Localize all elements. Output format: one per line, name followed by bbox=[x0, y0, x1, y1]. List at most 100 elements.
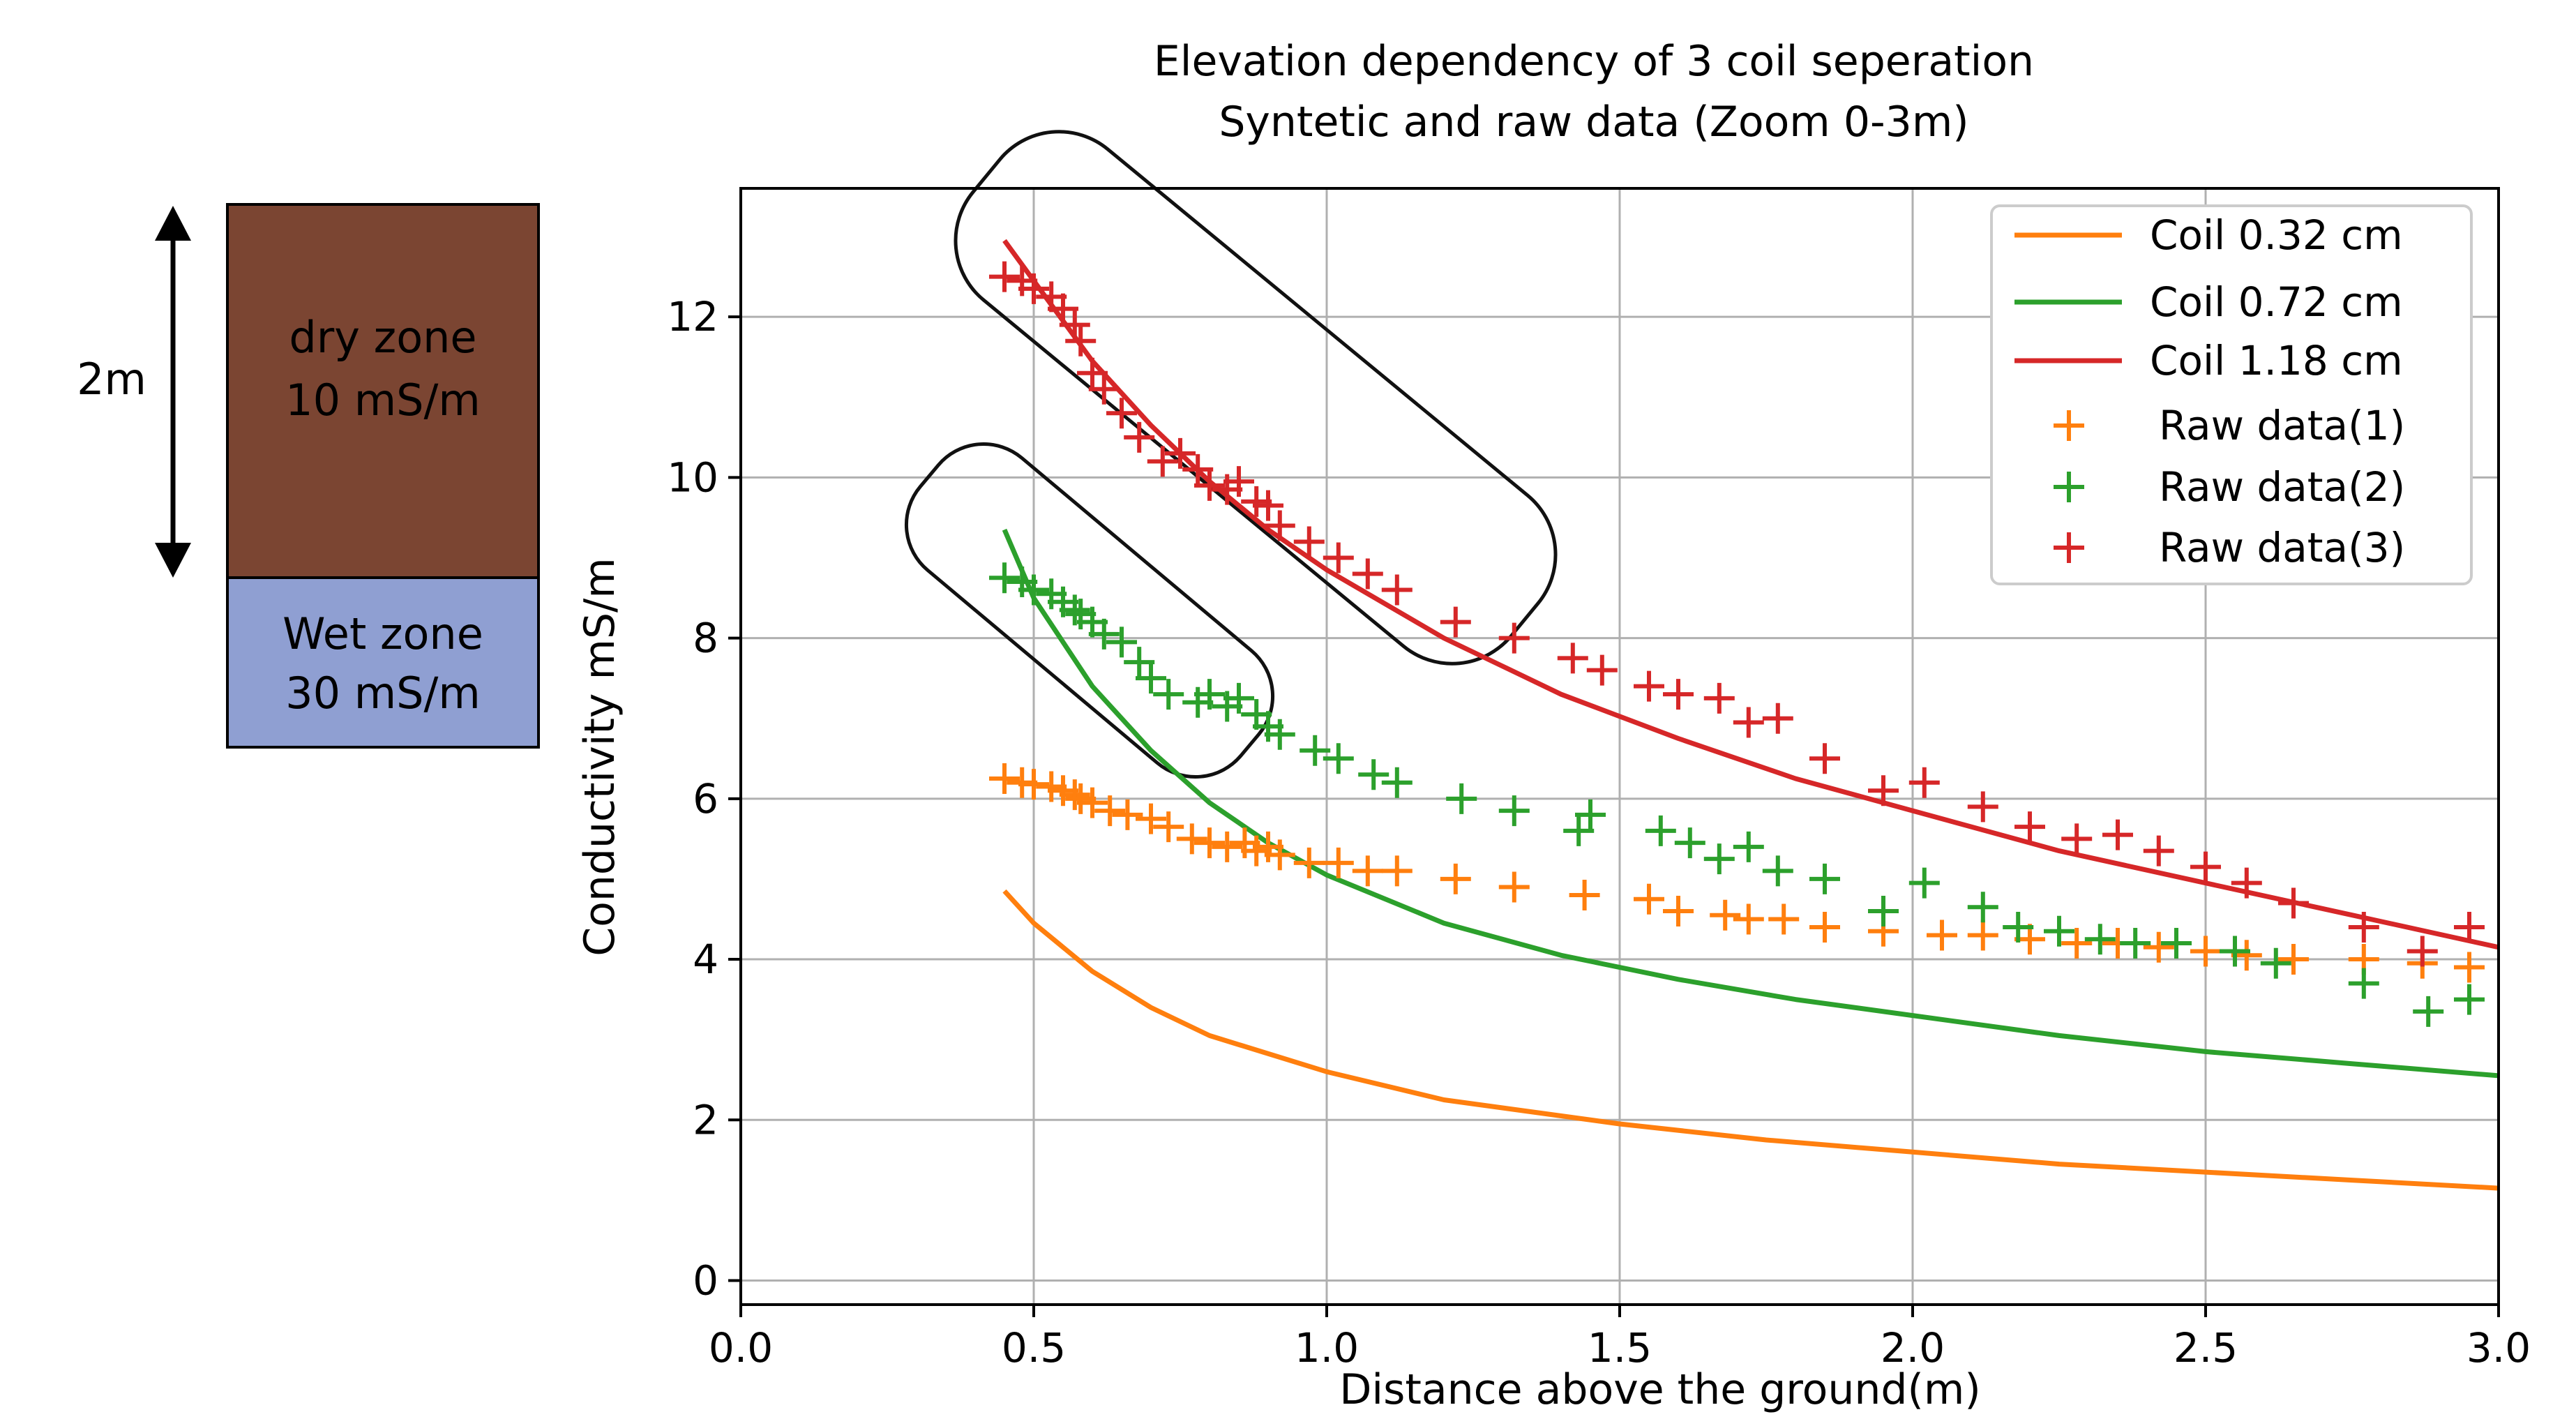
x-tick-label: 2.5 bbox=[2174, 1324, 2238, 1372]
x-axis-label: Distance above the ground(m) bbox=[1339, 1365, 1981, 1414]
data-point bbox=[1575, 799, 1606, 830]
data-point bbox=[2003, 911, 2034, 943]
data-point bbox=[2143, 835, 2174, 866]
legend-label: Coil 0.32 cm bbox=[2150, 211, 2403, 259]
series-points bbox=[989, 261, 2485, 1027]
soil-diagram: dry zone 10 mS/m Wet zone 30 mS/m 2m bbox=[77, 203, 540, 749]
data-point bbox=[2190, 936, 2221, 967]
data-point bbox=[1264, 510, 1295, 541]
y-tick-label: 2 bbox=[693, 1096, 718, 1143]
legend: Coil 0.32 cm Coil 0.72 cm Coil 1.18 cm Raw … bbox=[1990, 204, 2473, 585]
data-point bbox=[2348, 968, 2379, 999]
annotations bbox=[904, 130, 1558, 779]
data-point bbox=[1868, 895, 1899, 926]
data-point bbox=[2413, 996, 2444, 1027]
series-lines bbox=[1002, 239, 2499, 1191]
data-point bbox=[1264, 839, 1295, 871]
data-point bbox=[1569, 879, 1600, 910]
data-point bbox=[1264, 719, 1295, 750]
data-point bbox=[1710, 899, 1741, 931]
chart-title: Elevation dependency of 3 coil seperatio… bbox=[1154, 37, 2034, 86]
data-point bbox=[1967, 791, 1998, 823]
data-point bbox=[1077, 357, 1108, 389]
data-point bbox=[2278, 944, 2309, 975]
data-point bbox=[1381, 767, 1413, 798]
data-point bbox=[1674, 827, 1705, 859]
scatter-series-raw-data-2 bbox=[989, 562, 2485, 1027]
data-point bbox=[1253, 490, 1283, 521]
data-point bbox=[2044, 915, 2074, 947]
dry-zone-value: 10 mS/m bbox=[285, 375, 481, 426]
data-point bbox=[1645, 815, 1676, 846]
depth-arrow-up-icon bbox=[155, 206, 191, 241]
legend-label: Raw data(2) bbox=[2159, 463, 2405, 511]
y-tick-label: 8 bbox=[693, 615, 718, 662]
data-point bbox=[1733, 707, 1764, 738]
data-point bbox=[1124, 647, 1155, 678]
data-point bbox=[2143, 931, 2174, 963]
data-point bbox=[1112, 799, 1143, 830]
x-tick-label: 2.0 bbox=[1881, 1324, 1945, 1372]
depth-arrow-down-icon bbox=[155, 543, 191, 578]
data-point bbox=[1967, 892, 1998, 923]
data-point bbox=[2454, 952, 2485, 983]
data-point bbox=[1323, 847, 1354, 878]
data-point bbox=[1059, 309, 1090, 340]
dry-zone-block bbox=[226, 203, 540, 579]
data-point bbox=[1908, 867, 1940, 899]
data-point bbox=[2190, 851, 2221, 883]
legend-item-coil-0-32-cm: Coil 0.32 cm bbox=[2014, 211, 2403, 259]
chart-subtitle: Syntetic and raw data (Zoom 0-3m) bbox=[1219, 98, 1968, 147]
data-point bbox=[1223, 466, 1254, 497]
legend-item-coil-1-18-cm: Coil 1.18 cm bbox=[2014, 337, 2403, 384]
data-point bbox=[2061, 928, 2093, 959]
data-point bbox=[989, 261, 1020, 292]
data-point bbox=[1088, 618, 1120, 650]
data-point bbox=[2084, 924, 2116, 955]
y-axis-label: Conductivity mS/m bbox=[575, 557, 624, 956]
data-point bbox=[1147, 446, 1178, 477]
legend-label: Raw data(1) bbox=[2159, 402, 2405, 449]
data-point bbox=[1663, 895, 1694, 926]
data-point bbox=[2278, 887, 2309, 919]
data-point bbox=[1446, 783, 1477, 814]
data-point bbox=[1293, 847, 1325, 878]
data-point bbox=[1018, 769, 1049, 800]
data-point bbox=[1194, 679, 1225, 710]
data-point bbox=[1153, 811, 1184, 843]
data-point bbox=[1809, 911, 1840, 943]
wet-zone-value: 30 mS/m bbox=[285, 668, 481, 719]
data-point bbox=[1176, 823, 1207, 855]
legend-item-raw-data-1: Raw data(1) bbox=[2054, 402, 2405, 449]
y-tick-label: 6 bbox=[693, 775, 718, 823]
data-point bbox=[1733, 831, 1764, 862]
data-point bbox=[1498, 622, 1530, 654]
data-point bbox=[1381, 855, 1413, 887]
data-point bbox=[1018, 273, 1049, 304]
axis-ticks: 0.0 0.5 1.0 1.5 2.0 2.5 3.0 0 2 4 6 8 10 12 bbox=[667, 293, 2531, 1372]
wet-zone-block bbox=[226, 576, 540, 749]
data-point bbox=[1323, 542, 1354, 573]
data-point bbox=[1136, 663, 1166, 694]
data-point bbox=[1106, 626, 1137, 658]
data-point bbox=[1300, 735, 1331, 766]
dry-zone-label: dry zone bbox=[289, 312, 476, 363]
data-point bbox=[1223, 682, 1254, 714]
data-point bbox=[1165, 437, 1196, 469]
data-point bbox=[2014, 811, 2045, 843]
data-point bbox=[1440, 863, 1471, 894]
data-point bbox=[1018, 574, 1049, 606]
data-point bbox=[1908, 767, 1940, 798]
data-point bbox=[1557, 643, 1588, 674]
chart: Elevation dependency of 3 coil seperatio… bbox=[575, 37, 2531, 1414]
data-point bbox=[2102, 819, 2133, 850]
data-point bbox=[1077, 787, 1108, 818]
data-point bbox=[2231, 867, 2262, 899]
x-tick-label: 1.0 bbox=[1295, 1324, 1359, 1372]
data-point bbox=[1059, 594, 1090, 626]
data-point bbox=[1124, 421, 1155, 453]
data-point bbox=[1762, 855, 1793, 887]
data-point bbox=[1927, 920, 1957, 951]
data-point bbox=[1586, 654, 1618, 686]
x-tick-label: 0.5 bbox=[1002, 1324, 1066, 1372]
